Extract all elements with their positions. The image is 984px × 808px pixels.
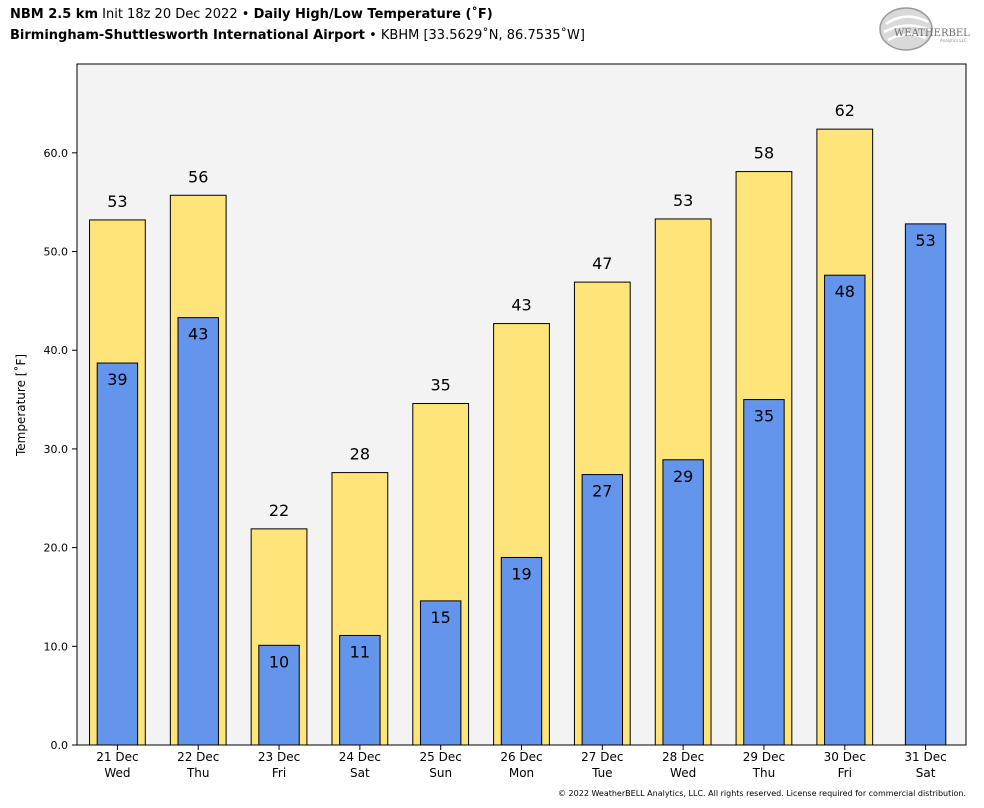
x-axis: 21 Dec Wed 22 Dec Thu 23 Dec Fri 24 Dec Sat 25 D… <box>96 745 947 780</box>
y-tick-label: 20.0 <box>44 542 69 555</box>
high-value-label: 43 <box>511 296 531 315</box>
low-bar <box>743 399 785 746</box>
low-bar <box>904 223 947 746</box>
x-tick-date-label: 21 Dec <box>96 750 138 764</box>
y-tick-label: 50.0 <box>44 246 69 259</box>
x-tick-day-label: Wed <box>670 766 696 780</box>
low-value-label: 29 <box>673 467 693 486</box>
x-tick-day-label: Sat <box>916 766 936 780</box>
low-bar <box>177 317 219 746</box>
labels-layer: 53 39 56 43 22 10 28 11 35 15 43 19 47 27 53 29 58 35 62 48… <box>107 101 936 671</box>
x-tick-day-label: Sat <box>350 766 370 780</box>
x-tick-day-label: Fri <box>272 766 286 780</box>
x-tick-date-label: 29 Dec <box>743 750 785 764</box>
low-bar <box>581 474 624 746</box>
x-tick-date-label: 23 Dec <box>258 750 300 764</box>
low-bar <box>96 362 139 746</box>
y-axis: 0.0 10.0 20.0 30.0 40.0 50.0 60.0 <box>44 147 77 752</box>
title-separator: • <box>241 7 250 22</box>
low-value-label: 11 <box>350 642 370 661</box>
low-value-label: 43 <box>188 325 208 344</box>
x-tick-date-label: 31 Dec <box>904 750 946 764</box>
low-value-label: 53 <box>915 231 935 250</box>
x-tick-day-label: Mon <box>509 766 534 780</box>
high-value-label: 53 <box>673 191 693 210</box>
init-time: Init 18z 20 Dec 2022 <box>102 7 238 22</box>
x-tick-date-label: 28 Dec <box>662 750 704 764</box>
station-info: KBHM [33.5629˚N, 86.7535˚W] <box>380 28 585 43</box>
low-bar <box>662 459 704 746</box>
low-bar <box>419 600 462 746</box>
x-tick-day-label: Thu <box>752 766 776 780</box>
low-value-label: 48 <box>835 282 855 301</box>
low-bar <box>339 634 381 746</box>
high-value-label: 47 <box>592 254 612 273</box>
subtitle-separator: • <box>369 28 377 43</box>
low-bar <box>500 556 543 746</box>
low-value-label: 35 <box>754 407 774 426</box>
x-tick-date-label: 22 Dec <box>177 750 219 764</box>
logo-text: WEATHERBELL <box>894 28 970 39</box>
x-tick-date-label: 26 Dec <box>500 750 542 764</box>
y-tick-label: 30.0 <box>44 443 69 456</box>
chart-title: NBM 2.5 km Init 18z 20 Dec 2022 • Daily … <box>10 7 493 22</box>
high-value-label: 28 <box>350 445 370 464</box>
x-tick-date-label: 25 Dec <box>420 750 462 764</box>
x-tick-day-label: Sun <box>429 766 452 780</box>
copyright-footer: © 2022 WeatherBELL Analytics, LLC. All r… <box>558 789 966 798</box>
x-tick-day-label: Tue <box>591 766 613 780</box>
low-bar <box>824 274 866 746</box>
station-name: Birmingham-Shuttlesworth International A… <box>10 28 365 43</box>
x-tick-date-label: 24 Dec <box>339 750 381 764</box>
chart-subtitle: Birmingham-Shuttlesworth International A… <box>10 28 585 43</box>
low-value-label: 10 <box>269 652 289 671</box>
low-value-label: 27 <box>592 482 612 501</box>
high-value-label: 62 <box>835 101 855 120</box>
y-tick-label: 60.0 <box>44 147 69 160</box>
low-bar <box>258 644 300 746</box>
x-tick-date-label: 30 Dec <box>824 750 866 764</box>
logo-subtext: Analytics LLC <box>940 38 967 43</box>
y-tick-label: 10.0 <box>44 640 69 653</box>
high-value-label: 35 <box>431 376 451 395</box>
x-tick-day-label: Thu <box>186 766 210 780</box>
x-tick-day-label: Wed <box>104 766 130 780</box>
high-value-label: 22 <box>269 501 289 520</box>
y-axis-label: Temperature [˚F] <box>13 354 28 457</box>
low-value-label: 39 <box>107 370 127 389</box>
x-tick-date-label: 27 Dec <box>581 750 623 764</box>
low-value-label: 19 <box>511 564 531 583</box>
y-tick-label: 0.0 <box>51 739 69 752</box>
high-value-label: 56 <box>188 167 208 186</box>
high-value-label: 53 <box>107 192 127 211</box>
weatherbell-logo: WEATHERBELL Analytics LLC <box>879 7 970 51</box>
high-value-label: 58 <box>754 144 774 163</box>
low-value-label: 15 <box>431 608 451 627</box>
x-tick-day-label: Fri <box>838 766 852 780</box>
model-name: NBM 2.5 km <box>10 7 98 22</box>
y-tick-label: 40.0 <box>44 344 69 357</box>
product-name: Daily High/Low Temperature (˚F) <box>253 7 493 22</box>
